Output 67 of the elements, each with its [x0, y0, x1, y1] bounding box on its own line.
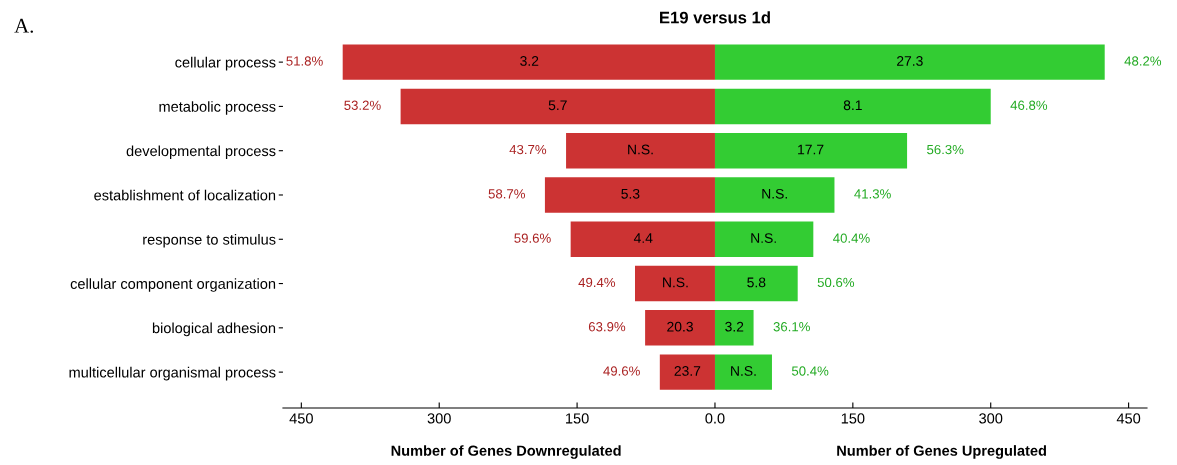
- annotation: 3.2: [520, 56, 539, 66]
- y-tick-label: cellular process: [175, 56, 276, 71]
- bar: [570, 221, 715, 257]
- y-tick-label: cellular component organization: [70, 278, 276, 292]
- annotation: 5.7: [548, 100, 567, 111]
- x-tick-label: 300: [979, 413, 1003, 424]
- annotation: 23.7: [674, 366, 701, 376]
- annotation: 3.2: [725, 321, 744, 332]
- annotation: 49.6%: [603, 366, 640, 376]
- text: Number of Genes Upregulated: [837, 445, 1046, 459]
- annotation: 40.4%: [833, 233, 870, 243]
- text: Number of Genes Downregulated: [391, 445, 621, 459]
- bar: [714, 265, 798, 302]
- annotation: 43.7%: [509, 144, 547, 155]
- chart-title: E19 versus 1d: [660, 11, 770, 24]
- y-tick-label: metabolic process: [159, 101, 276, 115]
- x-tick-label: 450: [1116, 413, 1141, 424]
- bar: [659, 354, 715, 390]
- annotation: 41.3%: [854, 189, 891, 199]
- annotation: 51.8%: [286, 56, 323, 66]
- annotation: N.S.: [663, 277, 688, 288]
- annotation: 17.7: [798, 144, 824, 155]
- annotation: 5.3: [621, 188, 640, 199]
- annotation: N.S.: [751, 233, 776, 243]
- y-tick-label: biological adhesion: [152, 322, 276, 337]
- annotation: 5.8: [747, 277, 766, 288]
- annotation: 27.3: [897, 56, 923, 66]
- annotation: 46.8%: [1010, 100, 1048, 110]
- annotation: 48.2%: [1124, 56, 1162, 66]
- annotation: 36.1%: [773, 322, 810, 332]
- annotation: 8.1: [843, 100, 862, 111]
- bar: [714, 310, 754, 346]
- annotation: 4.4: [633, 233, 653, 243]
- x-tick-label: 300: [427, 413, 451, 424]
- annotation: 49.4%: [578, 277, 616, 288]
- annotation: N.S.: [628, 144, 653, 155]
- annotation: 53.2%: [344, 100, 381, 110]
- annotation: 59.6%: [514, 233, 551, 243]
- x-tick-label: 150: [566, 413, 589, 424]
- annotation: N.S.: [731, 366, 756, 376]
- annotation: 20.3: [667, 321, 693, 332]
- bar: [714, 177, 835, 213]
- text: A.: [14, 18, 33, 33]
- bar: [400, 88, 715, 125]
- annotation: 58.7%: [488, 189, 526, 199]
- annotation: 56.3%: [927, 144, 964, 155]
- bar: [714, 132, 908, 169]
- x-tick-label: 150: [841, 413, 865, 424]
- bar: [714, 44, 1105, 80]
- annotation: 50.4%: [791, 366, 829, 376]
- bar: [544, 177, 715, 213]
- y-tick-label: response to stimulus: [143, 233, 276, 248]
- bar: [566, 132, 715, 169]
- bar: [635, 265, 715, 302]
- annotation: 50.6%: [817, 277, 855, 288]
- y-tick-label: multicellular organismal process: [69, 366, 276, 381]
- x-tick-label: 450: [289, 413, 313, 424]
- bar: [342, 44, 715, 80]
- x-tick-label: 0.0: [705, 413, 725, 424]
- y-tick-label: establishment of localization: [94, 189, 276, 201]
- annotation: N.S.: [762, 188, 787, 199]
- bar: [714, 354, 772, 390]
- bar: [714, 88, 991, 125]
- y-tick-label: developmental process: [126, 145, 276, 160]
- bar: [645, 310, 715, 346]
- bar: [714, 221, 814, 257]
- annotation: 63.9%: [588, 322, 626, 332]
